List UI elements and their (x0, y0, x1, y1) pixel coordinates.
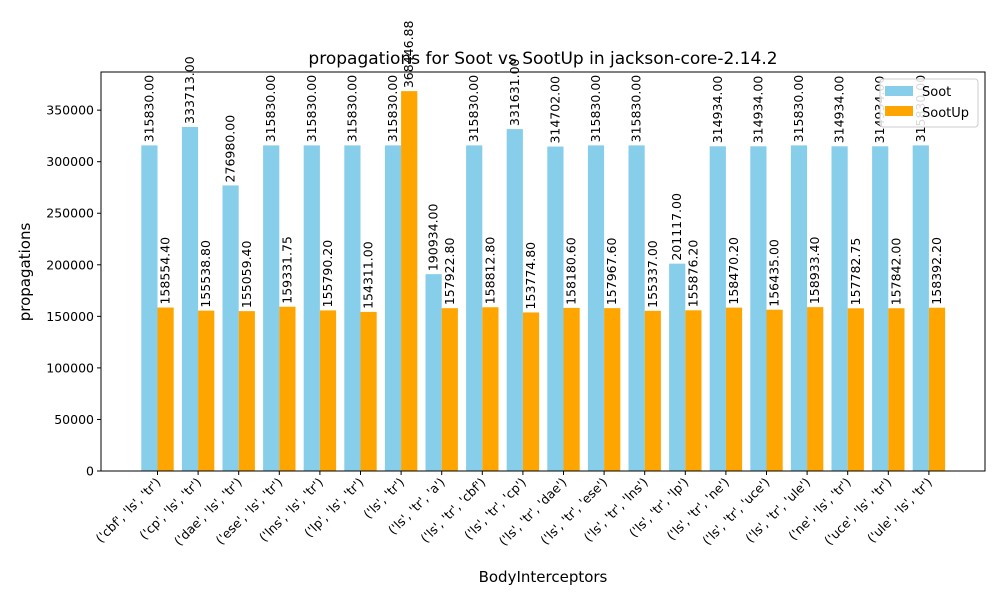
bar-sootup-16 (807, 307, 824, 471)
bar-label-sootup-19: 158392.20 (929, 237, 944, 305)
bar-label-sootup-13: 155876.20 (685, 240, 700, 308)
bar-label-soot-1: 333713.00 (182, 56, 197, 124)
bar-label-sootup-14: 158470.20 (726, 237, 741, 305)
bar-label-sootup-15: 156435.00 (767, 239, 782, 307)
bar-soot-5 (344, 145, 361, 471)
bar-label-soot-8: 315830.00 (466, 75, 481, 143)
bar-sootup-14 (725, 307, 743, 471)
bar-sootup-13 (685, 310, 702, 471)
bar-sootup-5 (360, 311, 377, 471)
bar-label-soot-0: 315830.00 (141, 75, 156, 143)
y-axis: 0 50000 100000 150000 200000 250000 300000 3500… (46, 103, 101, 479)
bar-sootup-7 (441, 308, 458, 471)
bar-soot-16 (790, 145, 808, 471)
bar-label-soot-9: 331631.00 (507, 58, 522, 126)
bar-label-sootup-11: 157967.60 (604, 237, 619, 305)
x-axis: ('cbf', 'ls', 'tr')('cp', 'ls', 'tr')('d… (93, 471, 935, 548)
bar-label-sootup-10: 158180.60 (564, 237, 579, 305)
bar-soot-8 (466, 145, 483, 471)
bar-soot-19 (912, 145, 929, 471)
bar-label-soot-2: 276980.00 (223, 115, 238, 183)
x-axis-label: BodyInterceptors (479, 568, 608, 586)
bar-soot-11 (587, 145, 605, 471)
bar-label-soot-5: 315830.00 (344, 75, 359, 143)
bar-sootup-2 (238, 311, 255, 471)
bar-sootup-19 (928, 307, 946, 471)
bar-soot-0 (141, 145, 158, 471)
bar-sootup-0 (157, 307, 174, 471)
chart-title: propagations for Soot vs SootUp in jacks… (308, 49, 777, 69)
bar-label-soot-15: 314934.00 (750, 76, 765, 144)
bar-label-sootup-5: 154311.00 (361, 241, 376, 309)
bar-soot-17 (831, 146, 848, 471)
bar-label-sootup-0: 158554.40 (158, 237, 173, 305)
y-tick-label-5: 250000 (46, 206, 94, 221)
bar-soot-6 (384, 145, 402, 471)
bar-soot-15 (750, 146, 767, 471)
bar-label-sootup-9: 153774.80 (523, 242, 538, 310)
bar-label-sootup-2: 155059.40 (239, 240, 254, 308)
bar-soot-4 (303, 145, 320, 471)
legend: Soot SootUp (879, 78, 979, 128)
bar-sootup-12 (644, 310, 661, 471)
bar-sootup-4 (319, 310, 337, 471)
legend-swatch-sootup (885, 106, 913, 116)
bar-label-soot-4: 315830.00 (304, 75, 319, 143)
bar-label-sootup-12: 155337.00 (645, 240, 660, 308)
bar-sootup-10 (563, 307, 580, 471)
bar-soot-10 (547, 146, 564, 471)
bar-label-soot-6: 315830.00 (385, 75, 400, 143)
bar-sootup-15 (766, 309, 783, 471)
bar-label-sootup-18: 157842.00 (888, 238, 903, 306)
bar-soot-12 (628, 145, 645, 471)
y-tick-label-2: 100000 (46, 360, 94, 375)
y-tick-label-7: 350000 (46, 103, 94, 118)
bar-sootup-11 (604, 308, 621, 471)
bar-label-sootup-6: 368446.88 (401, 20, 416, 88)
bar-soot-18 (872, 146, 889, 471)
legend-label-soot: Soot (922, 85, 951, 100)
bar-sootup-9 (522, 312, 540, 471)
bar-label-sootup-7: 157922.80 (442, 238, 457, 306)
bar-label-soot-11: 315830.00 (588, 75, 603, 143)
bar-label-soot-14: 314934.00 (710, 76, 725, 144)
bar-soot-14 (709, 146, 726, 471)
bar-label-soot-17: 314934.00 (832, 76, 847, 144)
bar-label-soot-3: 315830.00 (263, 75, 278, 143)
bar-label-soot-12: 315830.00 (629, 75, 644, 143)
bar-sootup-3 (279, 306, 296, 471)
bar-soot-7 (425, 274, 442, 471)
bar-soot-9 (506, 129, 523, 471)
plot-frame (100, 71, 986, 472)
bar-sootup-6 (401, 91, 418, 471)
bar-soot-13 (669, 263, 686, 471)
bar-label-soot-7: 190934.00 (426, 204, 441, 272)
bar-label-sootup-16: 158933.40 (807, 236, 822, 304)
bar-label-sootup-8: 158812.80 (482, 237, 497, 305)
bar-label-sootup-4: 155790.20 (320, 240, 335, 308)
bars-layer (141, 91, 946, 472)
bar-sootup-18 (888, 308, 905, 471)
bar-soot-3 (263, 145, 280, 471)
bar-label-sootup-17: 157782.75 (848, 238, 863, 306)
legend-swatch-soot (885, 86, 913, 96)
bar-label-soot-10: 314702.00 (547, 76, 562, 144)
y-tick-label-6: 300000 (46, 154, 94, 169)
bar-label-soot-13: 201117.00 (669, 193, 684, 261)
bar-sootup-17 (847, 308, 864, 471)
bar-sootup-1 (198, 310, 215, 471)
y-tick-label-1: 50000 (54, 412, 94, 427)
y-tick-label-3: 150000 (46, 309, 94, 324)
bar-label-sootup-1: 155538.80 (198, 240, 213, 308)
y-tick-label-0: 0 (86, 464, 94, 479)
bar-soot-2 (222, 185, 239, 472)
bar-soot-1 (181, 126, 199, 472)
y-axis-label: propagations (16, 223, 34, 322)
bar-label-sootup-3: 159331.75 (279, 236, 294, 304)
legend-label-sootup: SootUp (922, 106, 969, 121)
bar-sootup-8 (482, 307, 499, 471)
bar-label-soot-16: 315830.00 (791, 75, 806, 143)
y-tick-label-4: 200000 (46, 257, 94, 272)
